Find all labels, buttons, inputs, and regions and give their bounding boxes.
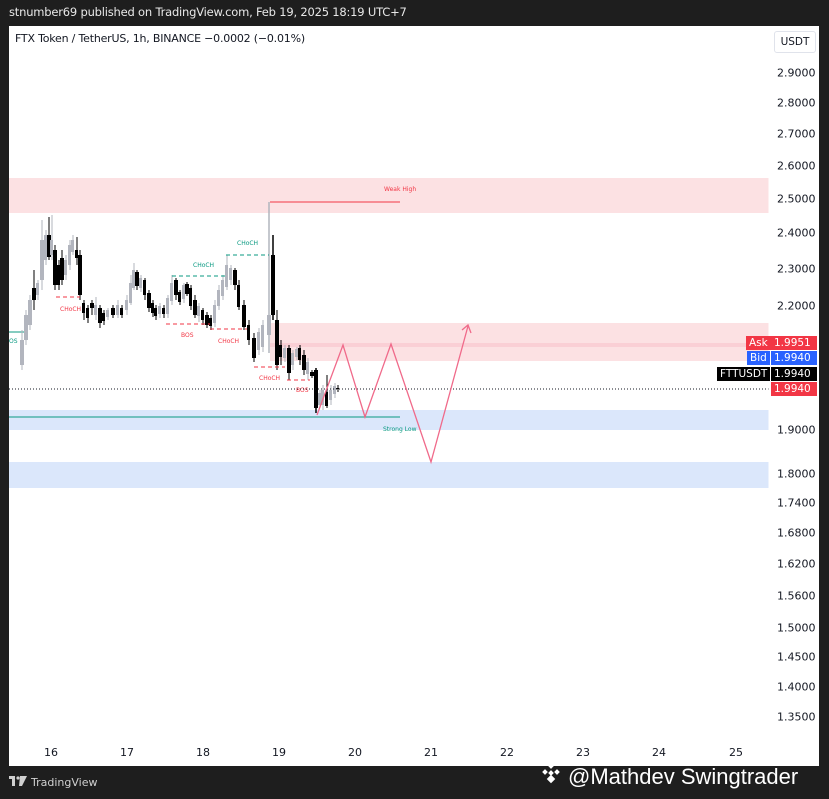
- price-tick: 2.8000: [777, 96, 816, 110]
- date-tick: 23: [576, 746, 590, 759]
- price-tick: 1.3500: [777, 710, 816, 724]
- date-tick: 21: [424, 746, 438, 759]
- svg-text:BOS: BOS: [181, 332, 194, 339]
- price-tick: 1.4500: [777, 650, 816, 664]
- weak-high-label: Weak High: [384, 186, 416, 193]
- price-tick: 1.5600: [777, 589, 816, 603]
- price-tick: 2.4000: [777, 226, 816, 240]
- supply-zone-midline: [270, 343, 769, 347]
- price-tick: 2.7000: [777, 127, 816, 141]
- tradingview-brand-text: TradingView: [31, 776, 98, 789]
- price-tick: 2.2000: [777, 299, 816, 313]
- svg-text:CHoCH: CHoCH: [60, 306, 81, 313]
- chart-panel[interactable]: [9, 26, 819, 766]
- structure-lines: CHoCH BOS CHoCH CHoCH CHoCH CHoCH BOS: [56, 240, 310, 394]
- publisher-line: stnumber69 published on TradingView.com,…: [9, 5, 407, 19]
- price-tick: 2.9000: [777, 66, 816, 80]
- price-tick: 1.6200: [777, 557, 816, 571]
- price-tick: 1.4000: [777, 680, 816, 694]
- svg-text:CHoCH: CHoCH: [193, 262, 214, 269]
- weak-high-supply-zone: [9, 178, 769, 213]
- price-tick: 1.7400: [777, 496, 816, 510]
- bid-label-tag: Bid: [747, 351, 770, 365]
- price-tick: 1.8000: [777, 467, 816, 481]
- svg-text:CHoCH: CHoCH: [259, 375, 280, 382]
- bos-label-left: OS: [9, 338, 18, 345]
- price-tick: 2.5000: [777, 192, 816, 206]
- projection-path: [316, 325, 469, 465]
- svg-text:BOS: BOS: [296, 387, 309, 394]
- symbol-price-tag: 1.9940: [771, 367, 817, 381]
- price-tick: 2.6000: [777, 159, 816, 173]
- symbol-legend: FTX Token / TetherUS, 1h, BINANCE −0.000…: [15, 32, 305, 45]
- svg-text:CHoCH: CHoCH: [218, 338, 239, 345]
- date-tick: 20: [348, 746, 362, 759]
- date-tick: 18: [196, 746, 210, 759]
- date-tick: 24: [652, 746, 666, 759]
- watermark-text: @Mathdev Swingtrader: [568, 764, 799, 789]
- date-tick: 22: [500, 746, 514, 759]
- demand-zone-lower: [9, 462, 769, 488]
- bid-price-tag: 1.9940: [771, 351, 817, 365]
- price-tick: 1.9000: [777, 423, 816, 437]
- date-tick: 25: [729, 746, 743, 759]
- date-tick: 16: [44, 746, 58, 759]
- svg-text:CHoCH: CHoCH: [237, 240, 258, 247]
- ask-label-tag: Ask: [746, 336, 771, 350]
- date-tick: 19: [272, 746, 286, 759]
- tradingview-brand[interactable]: TradingView: [9, 776, 97, 789]
- currency-unit-button[interactable]: USDT: [774, 31, 816, 53]
- price-tick: 1.5000: [777, 621, 816, 635]
- last-price-tag: 1.9940: [771, 382, 817, 396]
- projection-arrowhead: [461, 323, 472, 334]
- author-watermark: @Mathdev Swingtrader: [540, 763, 798, 791]
- ask-price-tag: 1.9951: [771, 336, 817, 350]
- binance-logo-icon: [540, 763, 562, 791]
- demand-zone: [9, 410, 769, 430]
- supply-zone: [270, 323, 769, 361]
- date-tick: 17: [120, 746, 134, 759]
- price-tick: 1.6800: [777, 526, 816, 540]
- strong-low-label: Strong Low: [383, 426, 417, 433]
- symbol-label-tag: FTTUSDT: [717, 367, 771, 381]
- tradingview-logo-icon: [9, 776, 27, 789]
- candles: [20, 202, 339, 413]
- price-tick: 2.3000: [777, 262, 816, 276]
